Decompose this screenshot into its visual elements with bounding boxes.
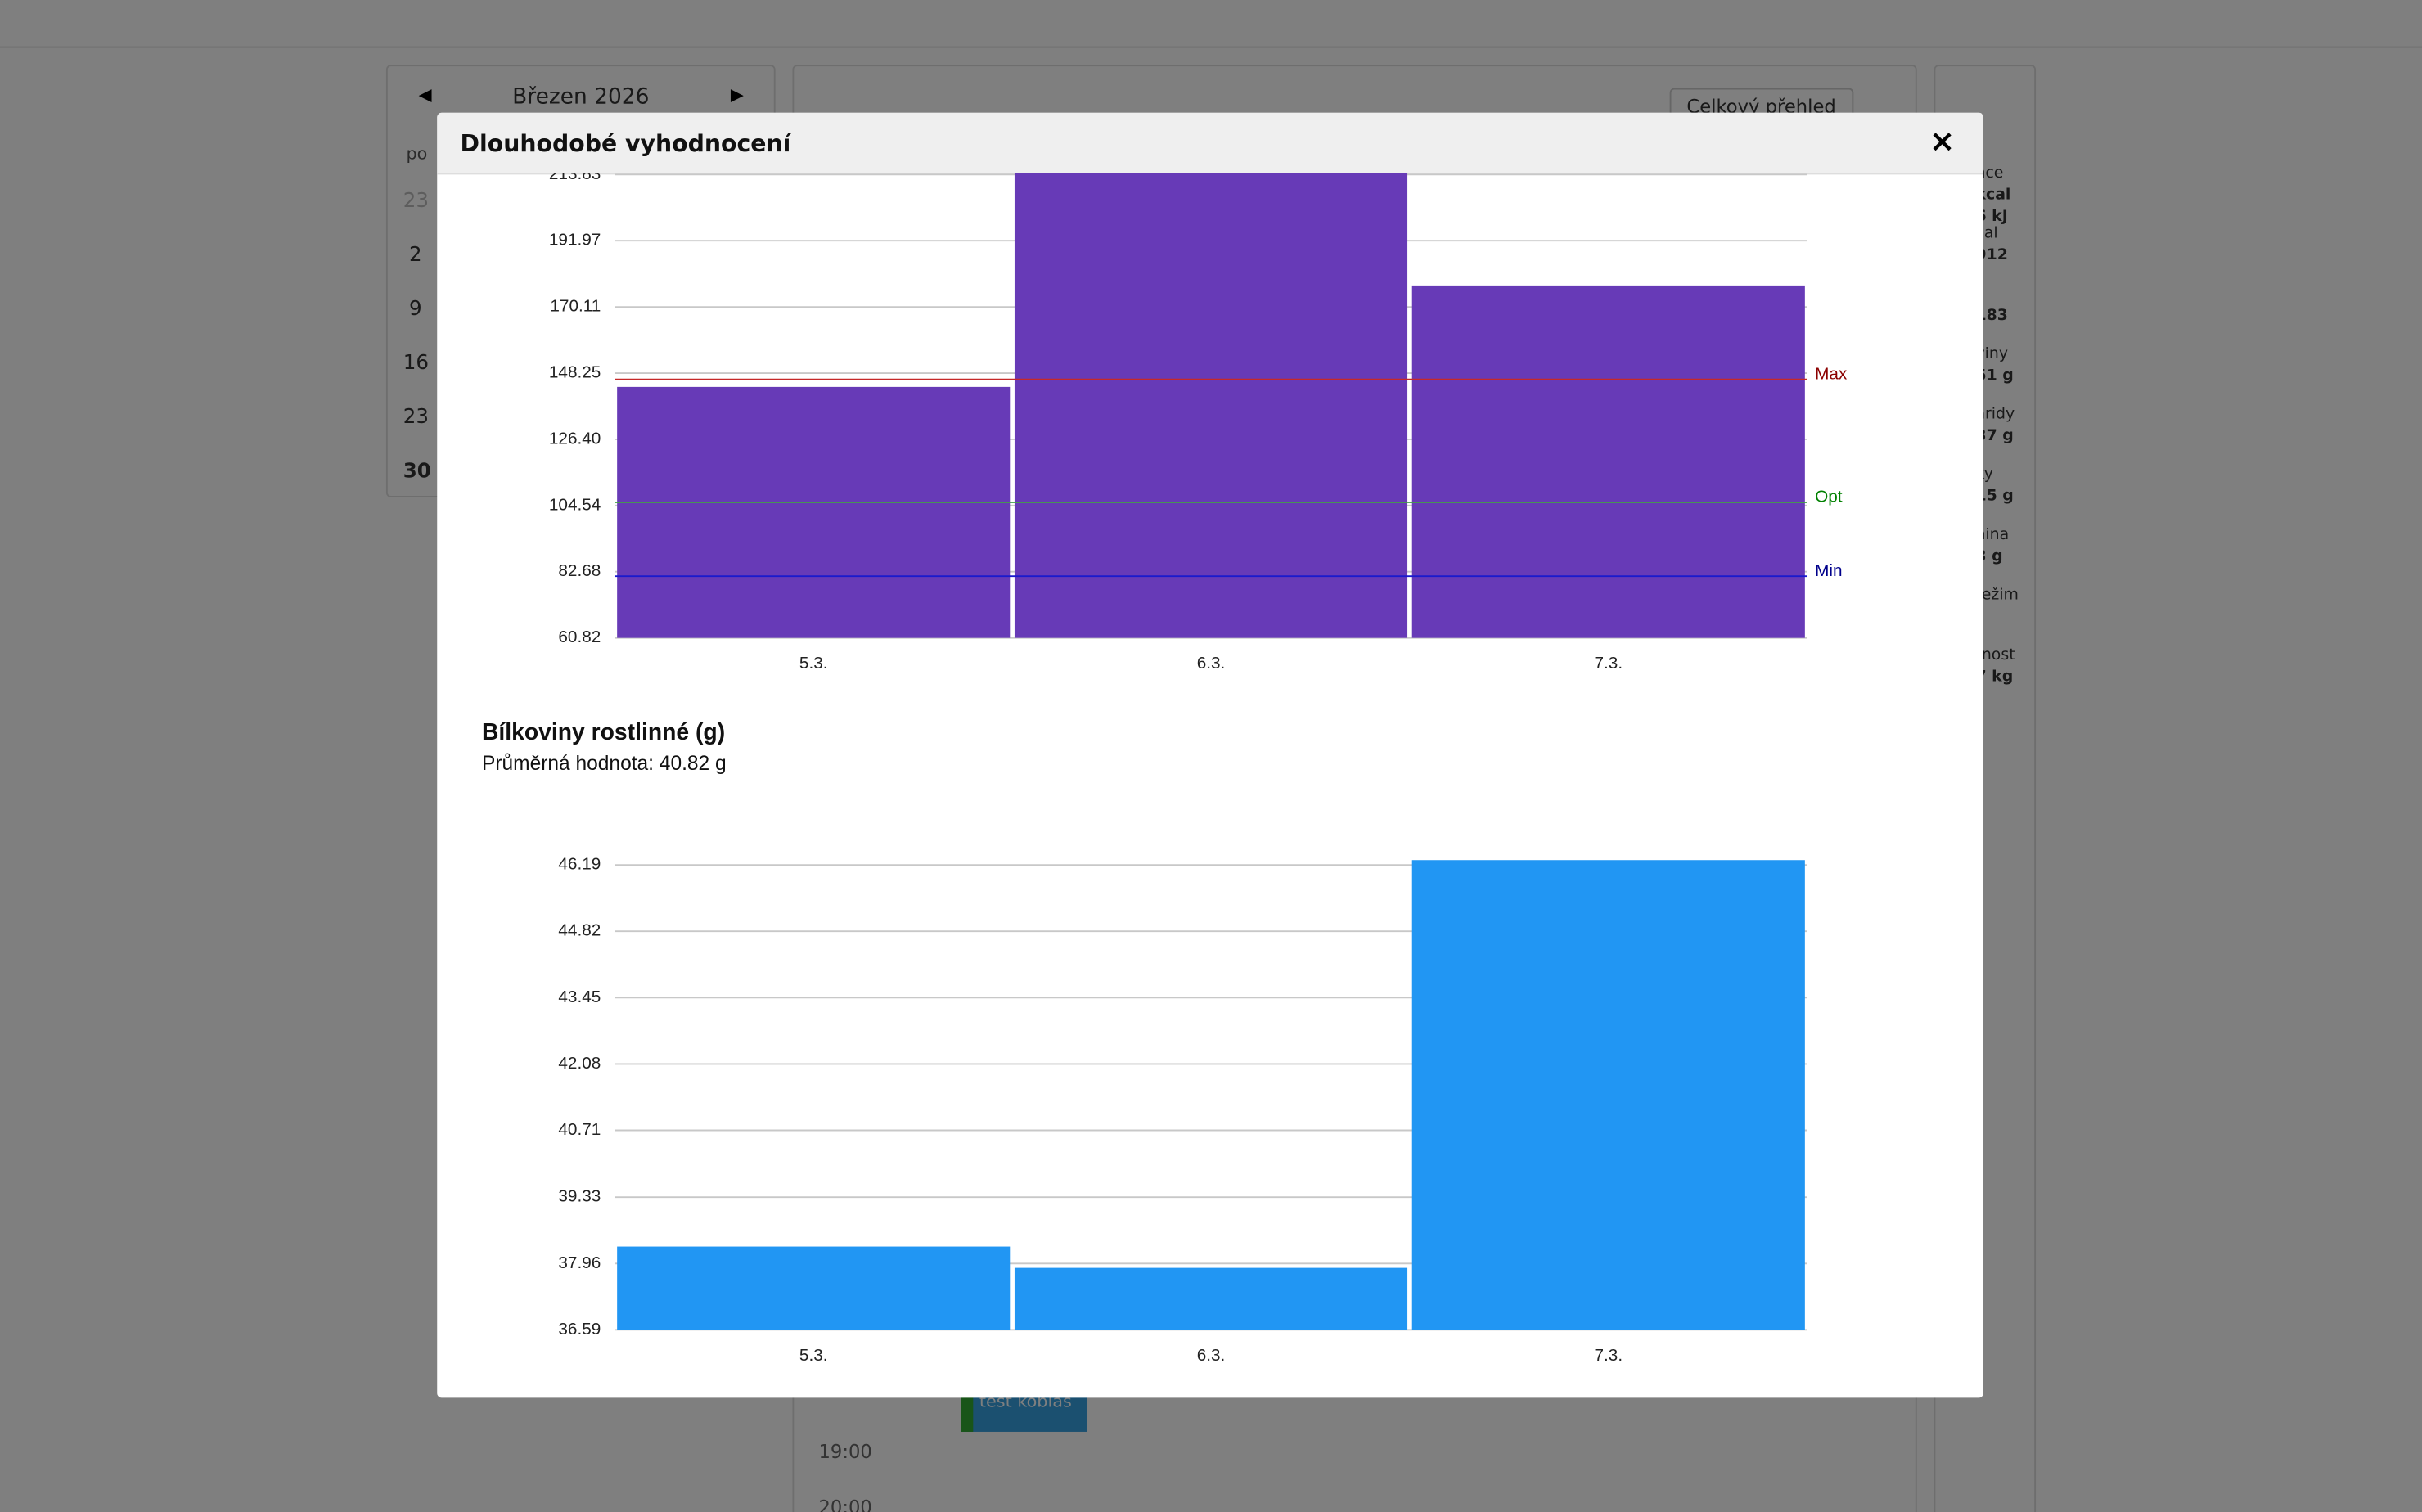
reference-label: Max <box>1815 364 1848 383</box>
y-tick-label: 43.45 <box>558 988 601 1006</box>
y-tick-label: 126.40 <box>549 429 601 448</box>
y-tick-label: 39.33 <box>558 1187 601 1206</box>
chart-subtitle: Průměrná hodnota: 40.82 g <box>482 753 727 775</box>
x-tick-label: 6.3. <box>1197 654 1226 673</box>
x-tick-label: 6.3. <box>1197 1346 1226 1365</box>
y-tick-label: 40.71 <box>558 1120 601 1139</box>
bar <box>617 386 1011 638</box>
bar <box>1411 860 1805 1330</box>
y-tick-label: 191.97 <box>549 231 601 250</box>
bar <box>1411 285 1805 638</box>
y-tick-label: 44.82 <box>558 921 601 940</box>
bar <box>617 1246 1011 1330</box>
y-tick-label: 213.83 <box>549 173 601 182</box>
y-tick-label: 46.19 <box>558 855 601 874</box>
bar <box>1014 1267 1408 1330</box>
bar <box>1014 173 1408 638</box>
y-tick-label: 37.96 <box>558 1253 601 1272</box>
y-tick-label: 104.54 <box>549 495 601 514</box>
x-tick-label: 5.3. <box>799 1346 828 1365</box>
close-button[interactable]: × <box>1929 122 1956 160</box>
y-tick-label: 148.25 <box>549 363 601 382</box>
x-tick-label: 5.3. <box>799 654 828 673</box>
y-tick-label: 42.08 <box>558 1054 601 1073</box>
reference-label: Min <box>1815 561 1842 580</box>
modal-header: Dlouhodobé vyhodnocení × <box>437 112 1983 175</box>
reference-label: Opt <box>1815 488 1843 506</box>
chart-title: Bílkoviny rostlinné (g) <box>482 718 725 745</box>
x-tick-label: 7.3. <box>1594 654 1623 673</box>
y-tick-label: 36.59 <box>558 1320 601 1339</box>
y-tick-label: 170.11 <box>550 297 601 316</box>
modal-title: Dlouhodobé vyhodnocení <box>460 129 791 158</box>
x-tick-label: 7.3. <box>1594 1346 1623 1365</box>
y-tick-label: 82.68 <box>558 561 601 580</box>
charts: 60.82 82.68 104.54 126.40 148.25 170.11 191.97… <box>482 173 1848 1365</box>
y-tick-label: 60.82 <box>558 628 601 646</box>
